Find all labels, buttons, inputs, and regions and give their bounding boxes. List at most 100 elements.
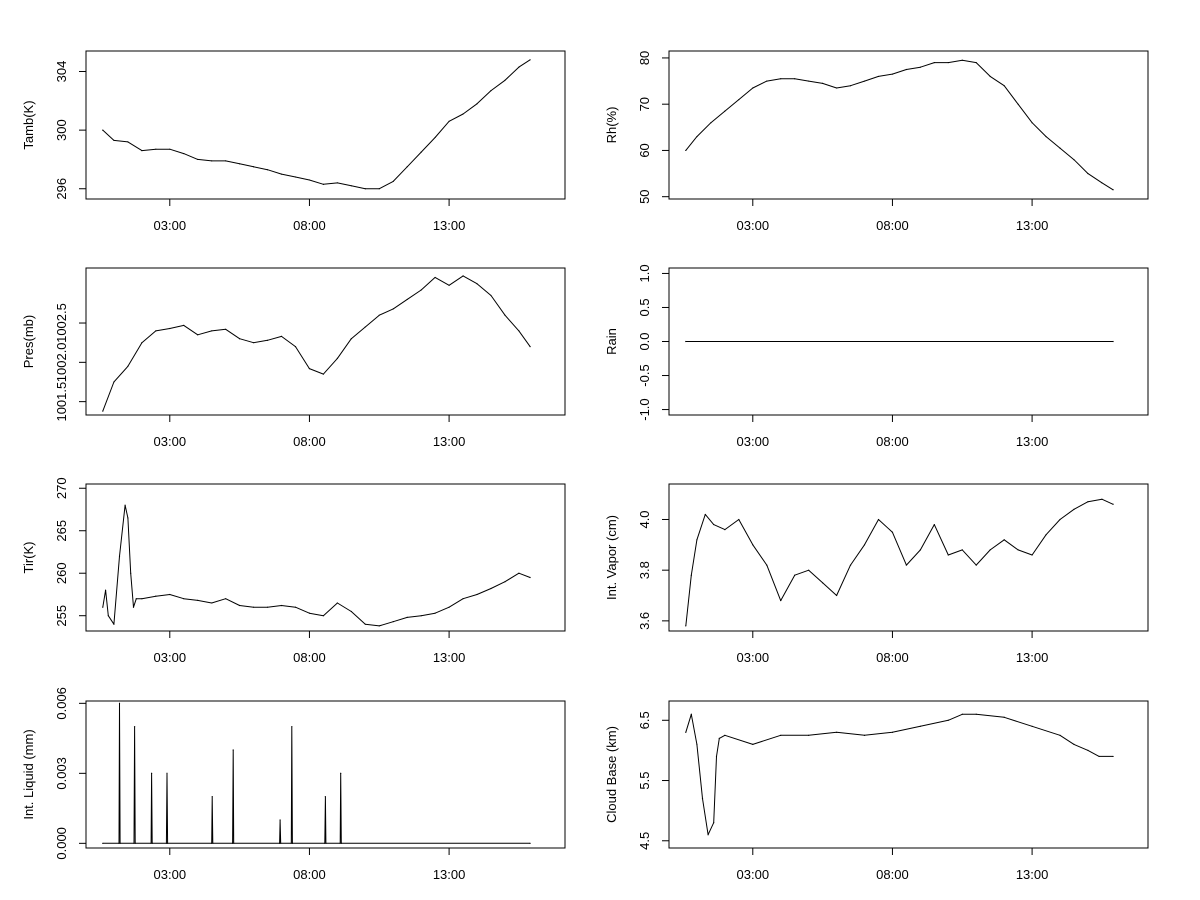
data-point — [877, 518, 880, 521]
data-point — [324, 842, 326, 844]
plot-frame — [85, 50, 566, 200]
data-point — [239, 163, 241, 165]
data-point — [1112, 755, 1114, 758]
y-tick-label: 50 — [637, 189, 652, 203]
data-point — [724, 734, 726, 736]
chart-panel-6: 03:00 08:00 13:00 3.6 3.8 4.0 Int. Vapor (cm) — [604, 483, 1149, 665]
data-point — [308, 612, 311, 614]
data-point — [685, 625, 687, 627]
data-point — [308, 179, 311, 181]
data-point — [835, 594, 838, 597]
data-point — [113, 623, 115, 625]
x-tick-label: 03:00 — [737, 218, 770, 233]
data-point — [392, 621, 394, 623]
x-tick-label: 08:00 — [876, 867, 909, 882]
y-tick-label: 0.0 — [637, 332, 652, 350]
data-point — [780, 78, 782, 80]
data-point — [766, 564, 768, 566]
data-point — [127, 365, 129, 367]
data-point — [947, 719, 949, 721]
data-point — [127, 517, 129, 519]
data-point — [961, 549, 963, 551]
data-point — [704, 513, 706, 516]
data-point — [718, 737, 720, 739]
data-point — [127, 141, 129, 143]
data-point — [280, 842, 282, 844]
data-point — [252, 342, 255, 344]
data-point — [133, 726, 136, 728]
data-point — [835, 731, 838, 733]
data-point — [166, 772, 168, 774]
data-point — [701, 797, 704, 800]
y-tick-label: 296 — [54, 178, 69, 200]
y-tick-label: 270 — [54, 477, 69, 499]
y-tick-label: 80 — [637, 51, 652, 65]
data-point — [713, 523, 715, 526]
data-point — [685, 731, 687, 733]
y-tick-label: 6.5 — [637, 711, 652, 729]
data-point — [378, 625, 380, 627]
data-point — [863, 544, 866, 546]
data-point — [211, 602, 213, 604]
data-point — [1059, 147, 1061, 149]
data-point — [891, 73, 894, 75]
data-point — [225, 160, 227, 162]
data-point — [406, 298, 408, 301]
data-point — [350, 185, 352, 187]
data-point — [1017, 103, 1019, 105]
data-point — [1045, 135, 1047, 138]
data-point — [102, 842, 104, 844]
data-point — [1087, 501, 1089, 503]
x-tick-label: 13:00 — [1016, 867, 1049, 882]
data-point — [290, 842, 292, 844]
data-point — [794, 574, 796, 576]
data-point — [102, 410, 104, 412]
data-point — [340, 842, 342, 844]
plot-frame — [85, 267, 566, 416]
data-point — [183, 598, 185, 600]
data-point — [1112, 340, 1114, 343]
data-point — [989, 75, 991, 78]
data-point — [1031, 725, 1033, 727]
data-point — [715, 755, 718, 758]
x-tick-label: 03:00 — [737, 650, 770, 665]
data-point — [462, 113, 464, 115]
data-point — [183, 324, 185, 326]
y-tick-label: 70 — [637, 97, 652, 111]
data-point — [119, 842, 121, 844]
data-point — [102, 129, 104, 131]
x-tick-label: 08:00 — [293, 434, 326, 449]
y-tick-label: 260 — [54, 562, 69, 584]
x-tick-label: 03:00 — [737, 867, 770, 882]
series-line-1 — [685, 713, 1114, 836]
y-tick-label: -0.5 — [637, 364, 652, 386]
data-point — [696, 135, 698, 138]
data-point — [780, 734, 782, 736]
data-point — [490, 89, 492, 92]
data-point — [1098, 755, 1100, 758]
data-point — [1073, 159, 1075, 161]
data-point — [891, 731, 894, 733]
data-point — [1003, 85, 1005, 87]
data-point — [518, 572, 520, 574]
x-tick-label: 13:00 — [1016, 434, 1049, 449]
data-point — [1059, 518, 1061, 521]
data-point — [504, 581, 506, 583]
data-point — [877, 75, 880, 78]
plot-frame — [668, 483, 1149, 632]
data-point — [434, 136, 436, 139]
data-point — [107, 615, 109, 617]
y-axis-label: Tir(K) — [21, 541, 36, 573]
data-point — [1017, 549, 1019, 551]
data-point — [529, 346, 531, 348]
data-point — [961, 713, 963, 715]
x-tick-label: 03:00 — [737, 434, 770, 449]
data-point — [891, 531, 894, 533]
data-point — [339, 842, 341, 844]
data-point — [133, 842, 135, 844]
series-line-1 — [685, 59, 1114, 191]
data-point — [752, 87, 754, 89]
data-point — [1059, 734, 1061, 736]
x-tick-label: 08:00 — [293, 650, 326, 665]
